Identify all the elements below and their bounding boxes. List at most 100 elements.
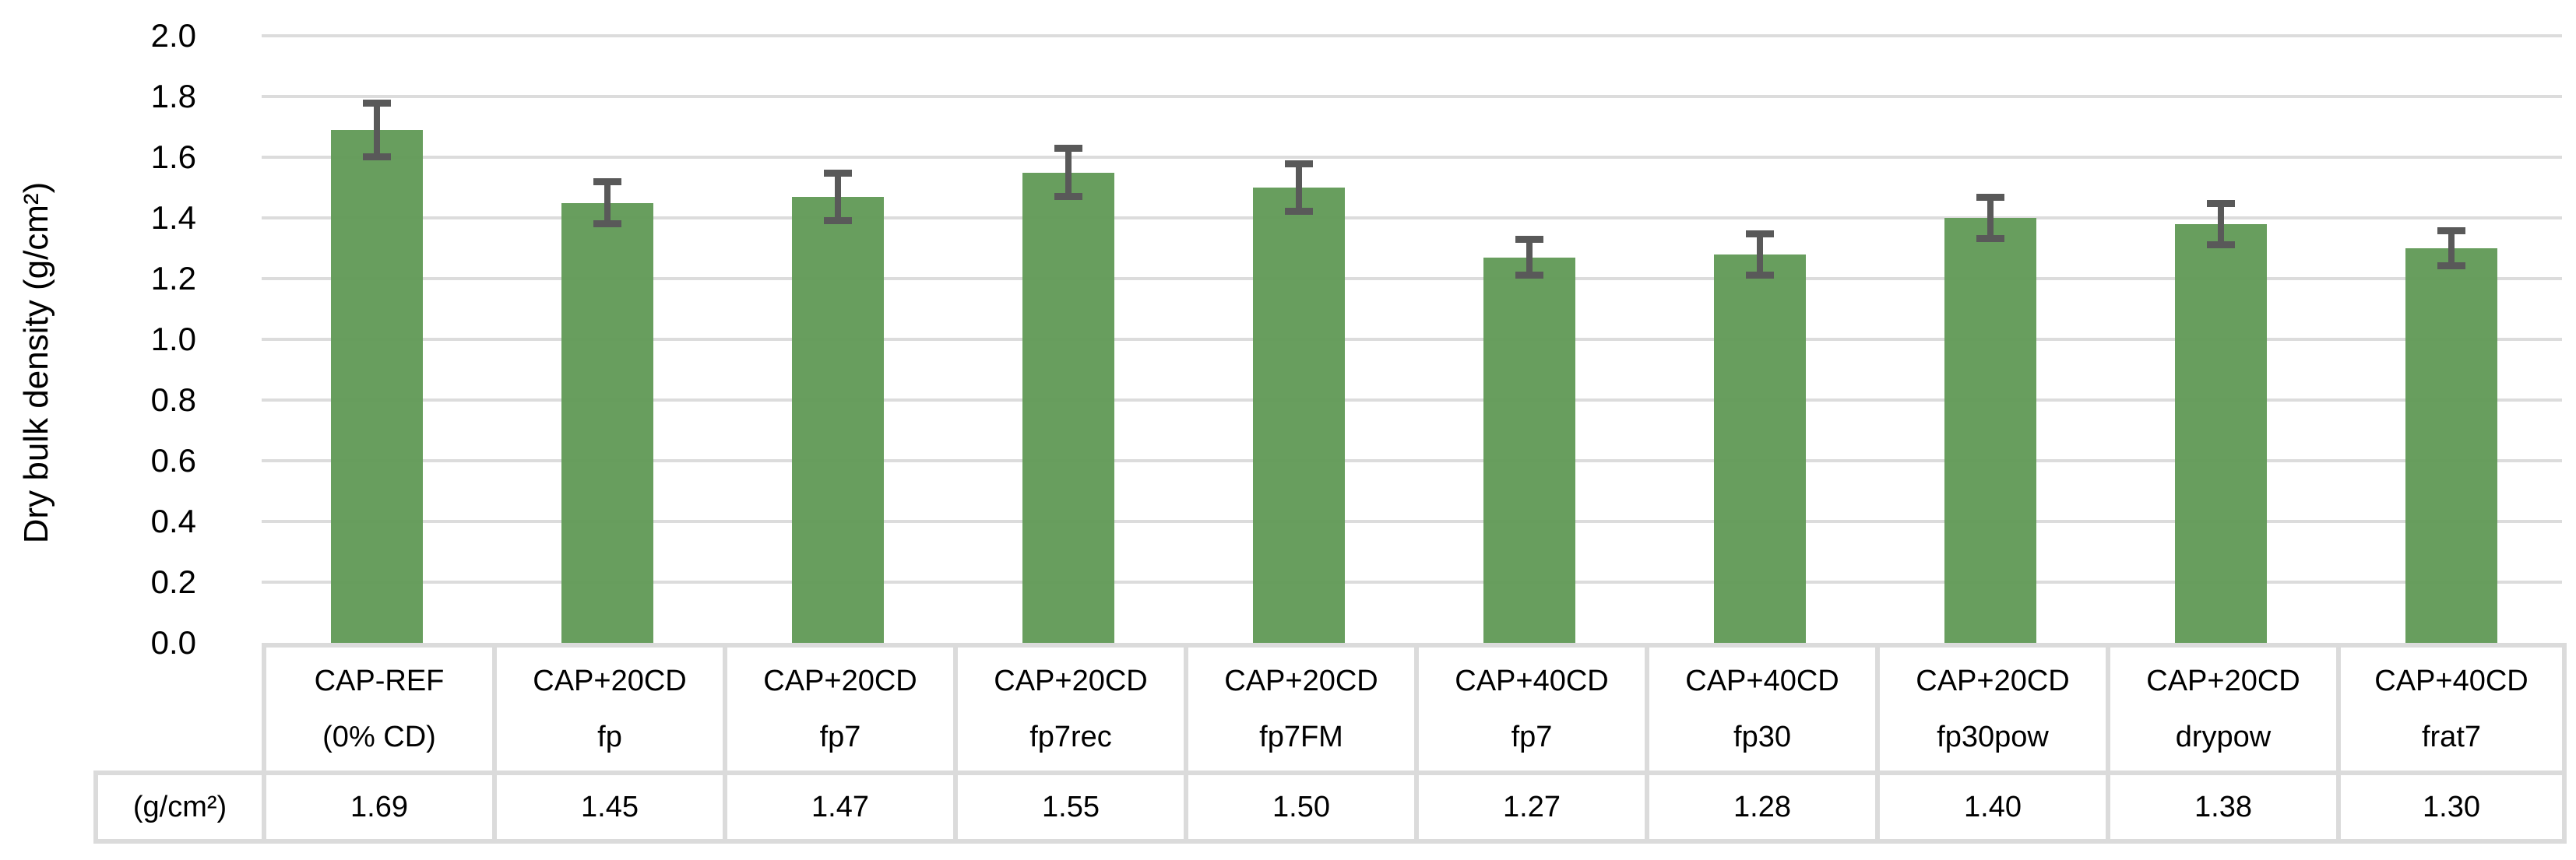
gridline-0.6: [262, 459, 2562, 462]
bar-fp30pow: [1944, 218, 2036, 643]
value-label: 1.28: [1733, 791, 1791, 823]
category-label-line2: fp30: [1733, 721, 1791, 753]
value-cell: 1.27: [1414, 770, 1645, 844]
gridline-1.4: [262, 216, 2562, 219]
error-bar-top-cap: [593, 178, 621, 186]
category-label-line2: drypow: [2175, 721, 2272, 753]
category-label-line1: CAP-REF: [314, 665, 445, 697]
value-label: 1.47: [811, 791, 869, 823]
value-label: 1.50: [1272, 791, 1330, 823]
y-tick-label-0.2: 0.2: [150, 563, 196, 600]
value-cell: 1.69: [262, 770, 492, 844]
y-tick-label-2.0: 2.0: [150, 17, 196, 54]
gridline-0.8: [262, 398, 2562, 402]
y-tick-label-1.0: 1.0: [150, 321, 196, 357]
unit-label-cell: (g/cm²): [93, 770, 262, 844]
category-label-line1: CAP+20CD: [994, 665, 1148, 697]
error-bar: [1987, 196, 1994, 240]
category-label-line2: fp7: [819, 721, 861, 753]
gridline-1.6: [262, 156, 2562, 159]
error-bar-bottom-cap: [1515, 272, 1543, 279]
bar-fp: [561, 202, 653, 643]
bar-drypow: [2175, 223, 2267, 643]
bar-frat7: [2405, 248, 2497, 643]
category-header-cell: CAP+40CD frat7: [2336, 643, 2567, 770]
error-bar-top-cap: [824, 169, 852, 177]
category-label-line1: CAP+20CD: [763, 665, 917, 697]
bar-fp30: [1714, 254, 1806, 643]
category-header-cell: CAP+40CD fp30: [1645, 643, 1875, 770]
value-cell: 1.38: [2106, 770, 2336, 844]
error-bar-top-cap: [1054, 145, 1082, 153]
category-header-cell: CAP+40CD fp7: [1414, 643, 1645, 770]
value-cell: 1.40: [1875, 770, 2106, 844]
value-label: 1.55: [1042, 791, 1100, 823]
value-cell: 1.45: [492, 770, 723, 844]
category-label-line2: fp: [597, 721, 622, 753]
unit-label: (g/cm²): [132, 791, 227, 823]
category-header-cell: CAP+20CD fp7: [723, 643, 953, 770]
y-tick-label-1.2: 1.2: [150, 260, 196, 297]
value-cell: 1.28: [1645, 770, 1875, 844]
bar-fp7FM: [1253, 188, 1345, 643]
y-tick-label-1.6: 1.6: [150, 139, 196, 175]
category-label-line2: fp7: [1511, 721, 1553, 753]
category-header-cell: CAP-REF (0% CD): [262, 643, 492, 770]
value-label: 1.30: [2423, 791, 2480, 823]
error-bar-top-cap: [2437, 226, 2465, 234]
error-bar: [835, 172, 841, 221]
error-bar: [2448, 230, 2455, 267]
category-label-line1: CAP+20CD: [533, 665, 687, 697]
y-tick-label-0.6: 0.6: [150, 442, 196, 479]
gridline-2.0: [262, 34, 2562, 37]
category-label-line1: CAP+40CD: [1455, 665, 1609, 697]
value-label: 1.45: [581, 791, 639, 823]
error-bar-bottom-cap: [2437, 262, 2465, 270]
y-tick-label-1.4: 1.4: [150, 199, 196, 236]
error-bar-bottom-cap: [1054, 192, 1082, 200]
gridline-1.0: [262, 338, 2562, 341]
category-label-line2: frat7: [2421, 721, 2482, 753]
category-label-line2: fp7FM: [1259, 721, 1343, 753]
category-label-line1: CAP+20CD: [1916, 665, 2070, 697]
value-label: 1.40: [1964, 791, 2022, 823]
category-label-line1: CAP+40CD: [2374, 665, 2528, 697]
error-bar-bottom-cap: [593, 219, 621, 227]
error-bar-top-cap: [1515, 236, 1543, 244]
category-label-line2: fp30pow: [1937, 721, 2049, 753]
error-bar: [2218, 202, 2224, 246]
y-tick-label-1.8: 1.8: [150, 78, 196, 114]
gridline-1.2: [262, 277, 2562, 280]
gridline-0.2: [262, 581, 2562, 584]
error-bar: [1757, 233, 1763, 276]
value-cell: 1.50: [1184, 770, 1414, 844]
bar-fp7: [1483, 257, 1575, 643]
error-bar: [1065, 148, 1072, 197]
bar-(0% CD): [331, 129, 423, 643]
error-bar-bottom-cap: [1976, 235, 2004, 243]
category-header-cell: CAP+20CD fp7rec: [953, 643, 1184, 770]
gridline-1.8: [262, 95, 2562, 98]
error-bar-bottom-cap: [1285, 208, 1313, 216]
value-label: 1.27: [1503, 791, 1561, 823]
y-tick-label-0.0: 0.0: [150, 624, 196, 661]
error-bar: [1526, 239, 1533, 276]
error-bar: [604, 181, 611, 224]
category-header-cell: CAP+20CD fp: [492, 643, 723, 770]
error-bar-bottom-cap: [1746, 272, 1774, 279]
bar-fp7rec: [1022, 172, 1114, 643]
error-bar-bottom-cap: [363, 153, 391, 160]
value-label: 1.38: [2194, 791, 2252, 823]
error-bar-top-cap: [1976, 193, 2004, 201]
error-bar-top-cap: [1285, 160, 1313, 167]
error-bar-top-cap: [2207, 199, 2235, 207]
bar-fp7: [792, 196, 884, 643]
error-bar-top-cap: [1746, 230, 1774, 237]
category-header-cell: CAP+20CD fp7FM: [1184, 643, 1414, 770]
error-bar: [374, 102, 380, 157]
gridline-0.4: [262, 520, 2562, 523]
